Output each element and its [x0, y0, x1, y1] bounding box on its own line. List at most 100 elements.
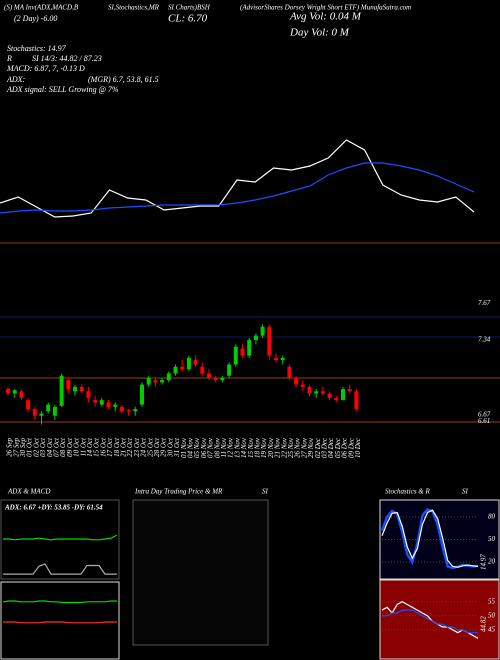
stoch-text: Stochastics: 14.97	[7, 44, 67, 53]
x-tick-label: 06 Nov	[200, 437, 208, 458]
annotation: 14.97	[480, 554, 488, 570]
panel-title: ADX & MACD	[7, 488, 50, 496]
x-tick-label: 19 Nov	[260, 437, 268, 458]
x-tick-label: 09 Oct	[66, 437, 74, 457]
candle-body	[180, 366, 185, 370]
candle-body	[280, 357, 285, 361]
x-tick-label: 10 Dec	[354, 437, 362, 458]
y-tick-label: 7.67	[478, 299, 491, 307]
candle-body	[6, 389, 10, 394]
candle-body	[12, 390, 17, 394]
y-tick-label: 45	[488, 625, 496, 633]
x-tick-label: 22 Nov	[280, 437, 288, 458]
x-tick-label: 21 Nov	[274, 437, 282, 458]
panel-frame	[0, 499, 120, 580]
candle-body	[146, 377, 151, 385]
candle-body	[73, 386, 77, 392]
candle-body	[227, 364, 232, 376]
series-line	[381, 509, 479, 568]
x-tick-label: 15 Oct	[93, 437, 101, 457]
y-tick-label: 6.67	[478, 410, 491, 418]
x-tick-label: 27 Sep	[12, 438, 20, 457]
x-tick-label: 27 Nov	[300, 437, 308, 458]
x-tick-label: 04 Dec	[327, 437, 335, 458]
x-tick-label: 04 Nov	[187, 437, 195, 458]
y-tick-label: 50	[488, 611, 496, 619]
candle-body	[267, 326, 272, 356]
x-tick-label: 28 Oct	[153, 437, 161, 457]
x-tick-label: 16 Oct	[99, 437, 107, 457]
y-tick-label: 6.61	[478, 417, 490, 425]
x-tick-label: 08 Oct	[59, 437, 67, 457]
panel-frame	[0, 581, 120, 660]
x-tick-label: 04 Oct	[46, 437, 54, 457]
candle-body	[166, 373, 171, 381]
x-tick-label: 29 Nov	[307, 437, 315, 458]
y-tick-label: 7.34	[478, 336, 491, 344]
day-vol: Day Vol: 0 M	[289, 27, 350, 39]
x-tick-label: 06 Dec	[341, 437, 349, 458]
series-line	[2, 600, 117, 604]
change: (2 Day) -6.00	[14, 14, 57, 23]
panel-title: Stochastics & R	[385, 488, 430, 496]
x-tick-label: 30 Oct	[166, 437, 174, 458]
candle-body	[294, 377, 299, 385]
candle-body	[153, 380, 158, 383]
candle-body	[173, 366, 178, 374]
candle-body	[347, 389, 352, 392]
candle-body	[126, 410, 131, 412]
adx-text: ADX:	[6, 75, 26, 84]
x-tick-label: 26 Sep	[6, 438, 14, 457]
candle-body	[66, 380, 71, 390]
candle-body	[93, 400, 98, 403]
x-tick-label: 31 Oct	[173, 437, 181, 458]
x-tick-label: 03 Oct	[39, 437, 47, 457]
candle-body	[274, 357, 278, 361]
y-tick-label: 55	[488, 597, 496, 605]
x-tick-label: 01 Nov	[180, 437, 188, 458]
candle-body	[193, 360, 198, 365]
candle-body	[307, 386, 312, 394]
panel-frame	[132, 499, 269, 646]
x-tick-label: 26 Nov	[294, 437, 302, 458]
close: CL: 6.70	[168, 13, 208, 25]
x-tick-label: 25 Nov	[287, 437, 295, 458]
x-tick-label: 08 Nov	[213, 437, 221, 458]
x-tick-label: 29 Oct	[160, 437, 168, 457]
candle-body	[247, 340, 252, 356]
candle-body	[327, 393, 332, 398]
series-line	[382, 609, 478, 634]
panel-title: SI	[462, 488, 469, 496]
candle-body	[240, 348, 245, 356]
x-tick-label: 07 Nov	[207, 437, 215, 458]
candle-body	[186, 357, 191, 370]
candle-body	[86, 391, 91, 398]
candle-body	[287, 366, 292, 378]
x-tick-label: 18 Nov	[254, 437, 262, 458]
candle-body	[200, 366, 205, 374]
candle-body	[133, 409, 138, 412]
candle-body	[160, 380, 165, 383]
candle-body	[113, 404, 118, 407]
avg-vol: Avg Vol: 0.04 M	[289, 11, 362, 23]
series-line	[3, 621, 117, 624]
header-text: (S) MA Inv(ADX,MACD,B	[4, 4, 79, 12]
header-text: (AdvisorShares Dorsey Wright Short ETF) …	[240, 4, 411, 12]
x-tick-label: 14 Nov	[240, 437, 248, 458]
adx-text: (MGR) 6.7, 53.8, 61.5	[88, 75, 159, 84]
candle-body	[314, 391, 319, 394]
rsi-text: R	[6, 54, 12, 63]
x-tick-label: 22 Oct	[126, 437, 134, 457]
annotation: 44.82	[480, 616, 488, 632]
header-text: SI,Stochastics,MR	[108, 4, 160, 12]
candle-body	[140, 384, 144, 405]
y-tick-label: 20	[488, 558, 496, 566]
candle-body	[46, 404, 51, 412]
x-tick-label: 01 Oct	[26, 437, 34, 457]
x-tick-label: 07 Oct	[53, 437, 61, 457]
series-line	[3, 534, 118, 541]
candle-body	[320, 391, 325, 394]
y-tick-label: 80	[488, 513, 496, 521]
candle-body	[99, 400, 104, 405]
